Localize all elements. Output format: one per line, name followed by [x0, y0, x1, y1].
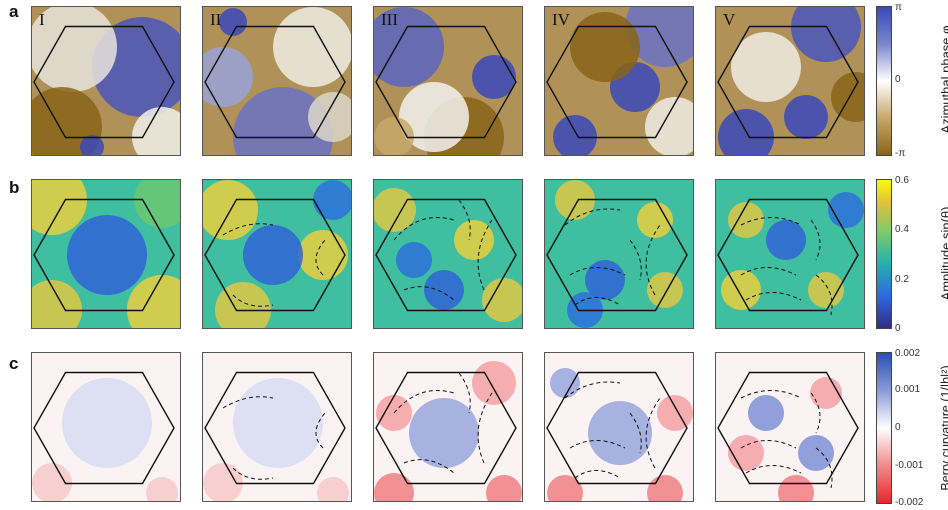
berry-tick-m0001: -0.001 — [895, 460, 924, 471]
brillouin-hexagon — [33, 25, 175, 139]
amplitude-panel-4 — [544, 179, 694, 329]
brillouin-hexagon — [717, 25, 859, 139]
dashed-contour — [629, 412, 642, 454]
dashed-contour — [564, 208, 621, 226]
dashed-contour — [815, 447, 833, 489]
colorbar-berry — [876, 352, 892, 504]
phase-panel-1: I — [31, 6, 181, 156]
dashed-contour — [232, 294, 274, 307]
amp-tick-06: 0.6 — [895, 175, 909, 186]
dashed-contour — [458, 372, 471, 414]
phase-colorbar-title: Azimuthal phase φ — [938, 25, 948, 134]
berry-tick-0: 0 — [895, 422, 901, 433]
berry-panel-2 — [202, 352, 352, 502]
dashed-contour — [564, 381, 621, 399]
brillouin-hexagon — [546, 198, 688, 312]
brillouin-hexagon — [375, 25, 517, 139]
brillouin-hexagon — [33, 371, 175, 485]
brillouin-hexagon — [717, 371, 859, 485]
column-label-1: I — [39, 10, 45, 29]
brillouin-hexagon — [33, 198, 175, 312]
brillouin-hexagon — [546, 25, 688, 139]
amplitude-panel-3 — [373, 179, 523, 329]
berry-panel-1 — [31, 352, 181, 502]
phase-panel-3: III — [373, 6, 523, 156]
dashed-contour — [740, 390, 802, 399]
phase-panel-5: V — [715, 6, 865, 156]
amplitude-colorbar-title: Amplitude sin(θ) — [938, 206, 948, 301]
berry-colorbar-title: Berry curvature (1/|b|²) — [939, 365, 948, 491]
dashed-contour — [740, 217, 802, 226]
row-label-c: c — [9, 354, 19, 373]
column-label-5: V — [723, 10, 736, 29]
berry-tick-0002: 0.002 — [895, 348, 921, 359]
dashed-contour — [232, 467, 274, 480]
dashed-contour — [815, 274, 833, 316]
amplitude-panel-5 — [715, 179, 865, 329]
colorbar-amplitude — [876, 179, 892, 329]
phase-panel-2: II — [202, 6, 352, 156]
phase-tick-mid: 0 — [895, 74, 901, 85]
berry-panel-3 — [373, 352, 523, 502]
column-label-2: II — [210, 10, 222, 29]
amp-tick-02: 0.2 — [895, 274, 909, 285]
dashed-contour — [569, 267, 626, 276]
phase-panel-4: IV — [544, 6, 694, 156]
dashed-contour — [745, 292, 802, 301]
brillouin-hexagon — [546, 371, 688, 485]
berry-panel-4 — [544, 352, 694, 502]
brillouin-hexagon — [204, 198, 346, 312]
row-label-b: b — [9, 178, 20, 197]
dashed-contour — [645, 397, 661, 469]
dashed-contour — [745, 465, 802, 474]
amp-tick-0: 0 — [895, 323, 901, 334]
brillouin-hexagon — [204, 25, 346, 139]
dashed-contour — [629, 239, 642, 281]
dashed-contour — [574, 297, 621, 306]
dashed-contour — [810, 219, 821, 261]
dashed-contour — [315, 239, 326, 276]
dashed-contour — [477, 219, 493, 291]
brillouin-hexagon — [204, 371, 346, 485]
dashed-contour — [458, 199, 471, 241]
dashed-contour — [740, 440, 797, 449]
berry-panel-5 — [715, 352, 865, 502]
dashed-contour — [315, 412, 326, 449]
brillouin-hexagon — [717, 198, 859, 312]
berry-tick-0001: 0.001 — [895, 384, 921, 395]
dashed-contour — [477, 392, 493, 464]
column-label-3: III — [381, 10, 398, 29]
row-label-a: a — [9, 2, 19, 21]
dashed-contour — [569, 440, 626, 449]
amplitude-panel-2 — [202, 179, 352, 329]
brillouin-hexagon — [375, 198, 517, 312]
berry-tick-m0002: -0.002 — [895, 497, 924, 508]
dashed-contour — [574, 470, 621, 479]
dashed-contour — [740, 267, 797, 276]
phase-tick-bottom: -π — [895, 148, 906, 159]
phase-tick-top: π — [895, 2, 902, 13]
amplitude-panel-1 — [31, 179, 181, 329]
dashed-contour — [810, 392, 821, 434]
colorbar-phase — [876, 6, 892, 156]
dashed-contour — [645, 224, 661, 296]
column-label-4: IV — [552, 10, 570, 29]
amp-tick-04: 0.4 — [895, 224, 909, 235]
brillouin-hexagon — [375, 371, 517, 485]
